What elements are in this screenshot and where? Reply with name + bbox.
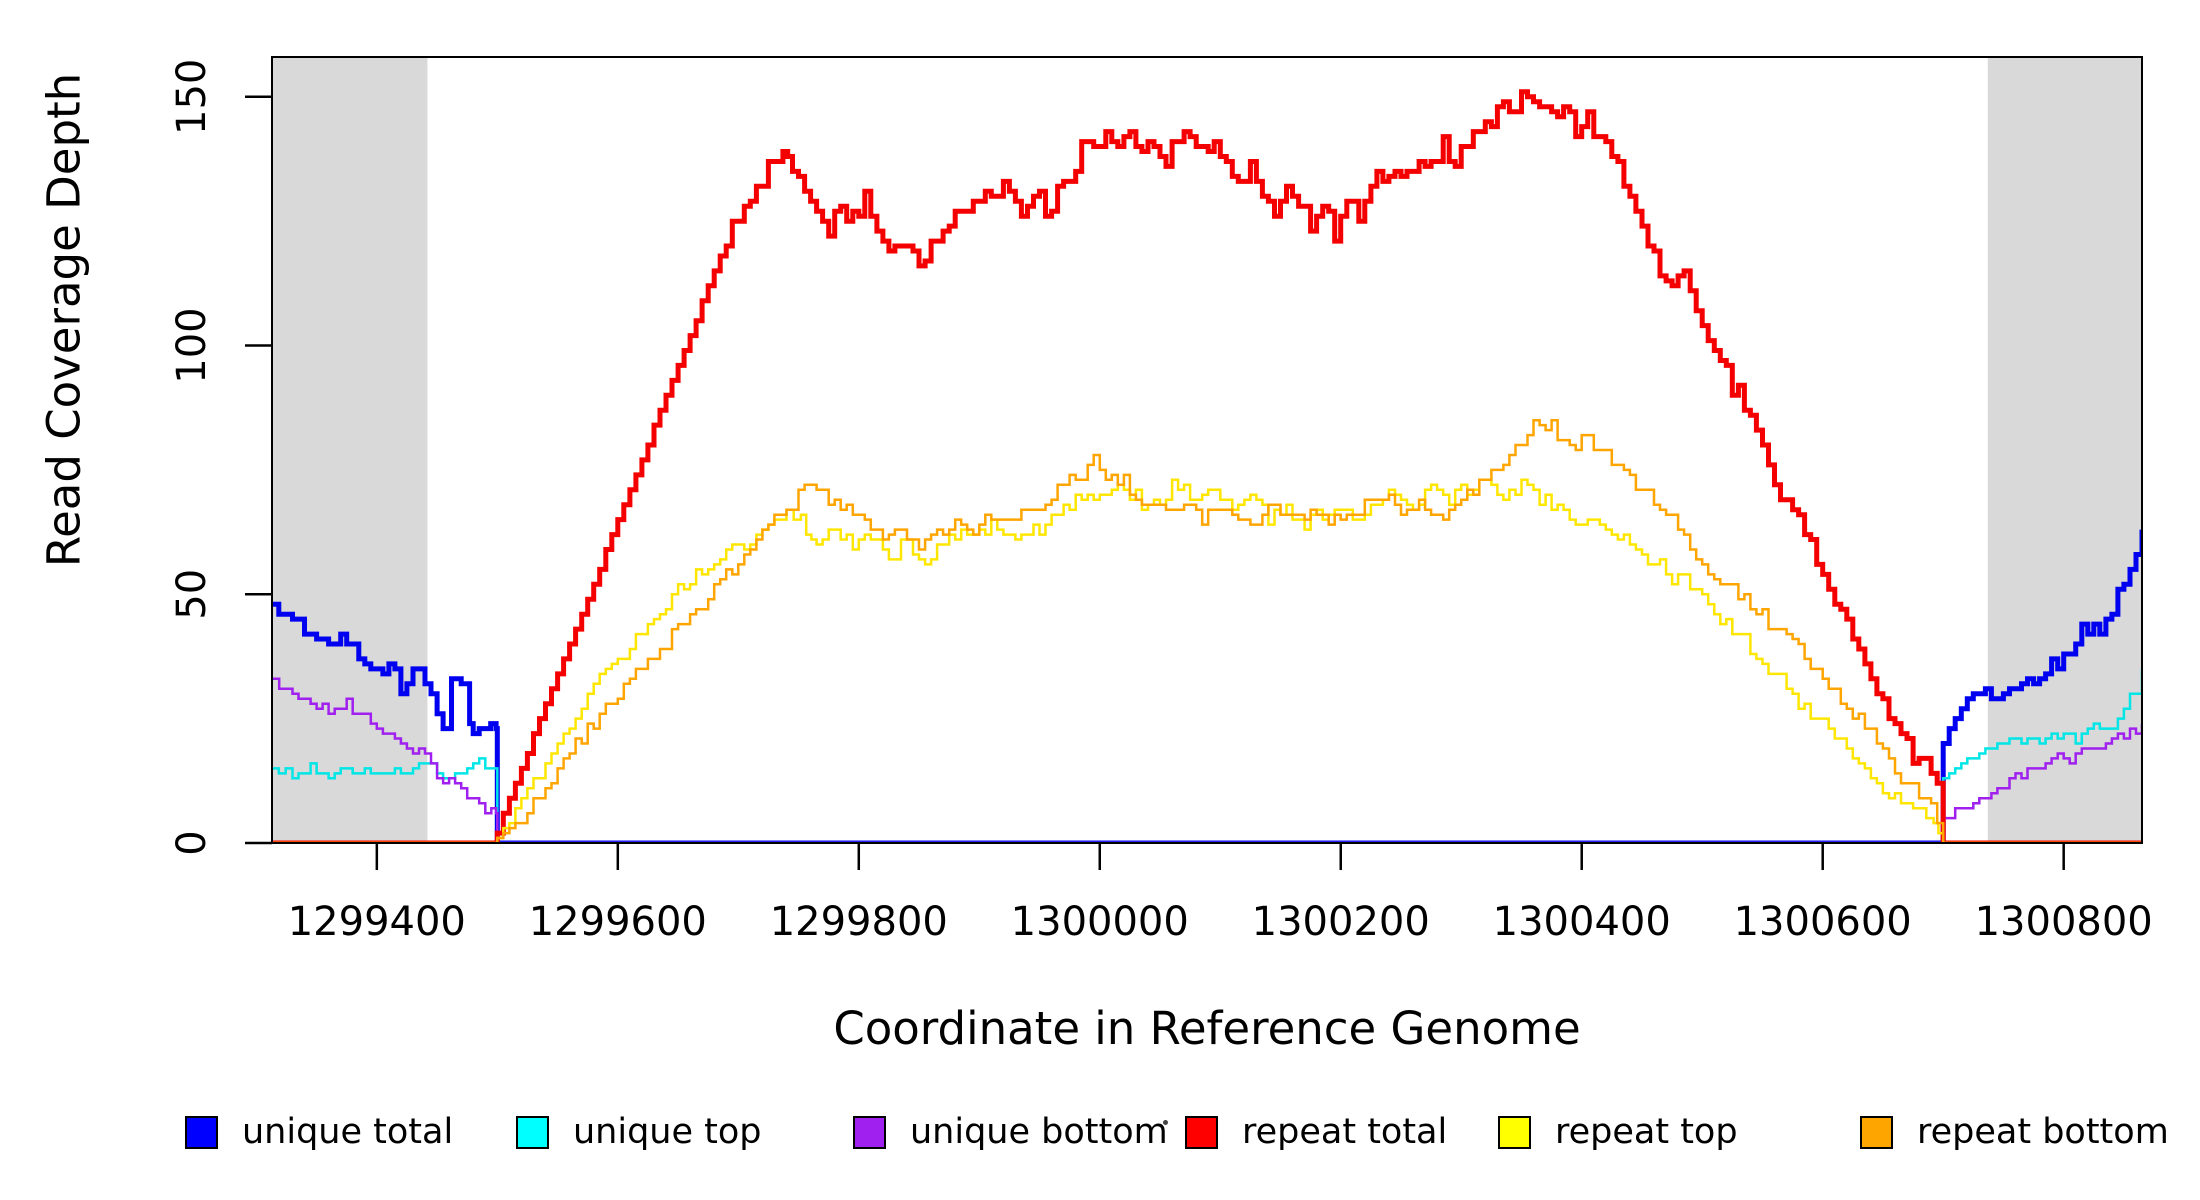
- highlight-region: [1987, 57, 2142, 843]
- x-tick-label: 1300400: [1493, 899, 1671, 945]
- legend-label: unique top: [573, 1112, 762, 1152]
- series-repeat-top: [272, 478, 2142, 843]
- legend-item-unique-bottom: unique bottom: [853, 1112, 1168, 1152]
- repeat-bottom-swatch-icon: [1860, 1115, 1893, 1149]
- x-tick-label: 1300600: [1734, 899, 1912, 945]
- plot-box: [271, 56, 2143, 844]
- x-tick-label: 1300000: [1011, 899, 1189, 945]
- legend-label: unique bottom: [910, 1112, 1168, 1152]
- repeat-total-swatch-icon: [1185, 1115, 1218, 1149]
- series-unique-bottom: [272, 677, 2142, 843]
- x-tick-label: 1299800: [770, 899, 948, 945]
- legend-label: unique total: [242, 1112, 454, 1152]
- series-unique-total: [272, 529, 2142, 843]
- legend-item-repeat-bottom: repeat bottom: [1860, 1112, 2169, 1152]
- x-tick-label: 1299400: [288, 899, 466, 945]
- legend-item-repeat-top: repeat top: [1498, 1112, 1738, 1152]
- legend-item-unique-top: unique top: [516, 1112, 762, 1152]
- legend-label: repeat total: [1242, 1112, 1448, 1152]
- legend-item-repeat-total: repeat total: [1185, 1112, 1447, 1152]
- stray-dot-artifact: [1163, 1120, 1168, 1125]
- x-tick-label: 1300800: [1975, 899, 2153, 945]
- unique-bottom-swatch-icon: [853, 1115, 886, 1149]
- repeat-top-swatch-icon: [1498, 1115, 1531, 1149]
- legend-item-unique-total: unique total: [185, 1112, 453, 1152]
- highlight-region: [272, 57, 428, 843]
- series-unique-top: [272, 668, 2142, 843]
- unique-total-swatch-icon: [185, 1115, 218, 1149]
- x-tick-label: 1300200: [1252, 899, 1430, 945]
- series-repeat-bottom: [272, 418, 2142, 843]
- legend-label: repeat top: [1555, 1112, 1738, 1152]
- y-axis-title: Read Coverage Depth: [37, 72, 91, 568]
- y-tick-label: 150: [169, 59, 215, 135]
- legend-label: repeat bottom: [1917, 1112, 2169, 1152]
- x-axis-title: Coordinate in Reference Genome: [833, 1002, 1581, 1055]
- x-tick-label: 1299600: [529, 899, 707, 945]
- unique-top-swatch-icon: [516, 1115, 549, 1149]
- y-tick-label: 0: [169, 830, 215, 855]
- series-repeat-total: [272, 89, 2142, 843]
- y-tick-label: 50: [169, 569, 215, 620]
- y-tick-label: 100: [169, 307, 215, 383]
